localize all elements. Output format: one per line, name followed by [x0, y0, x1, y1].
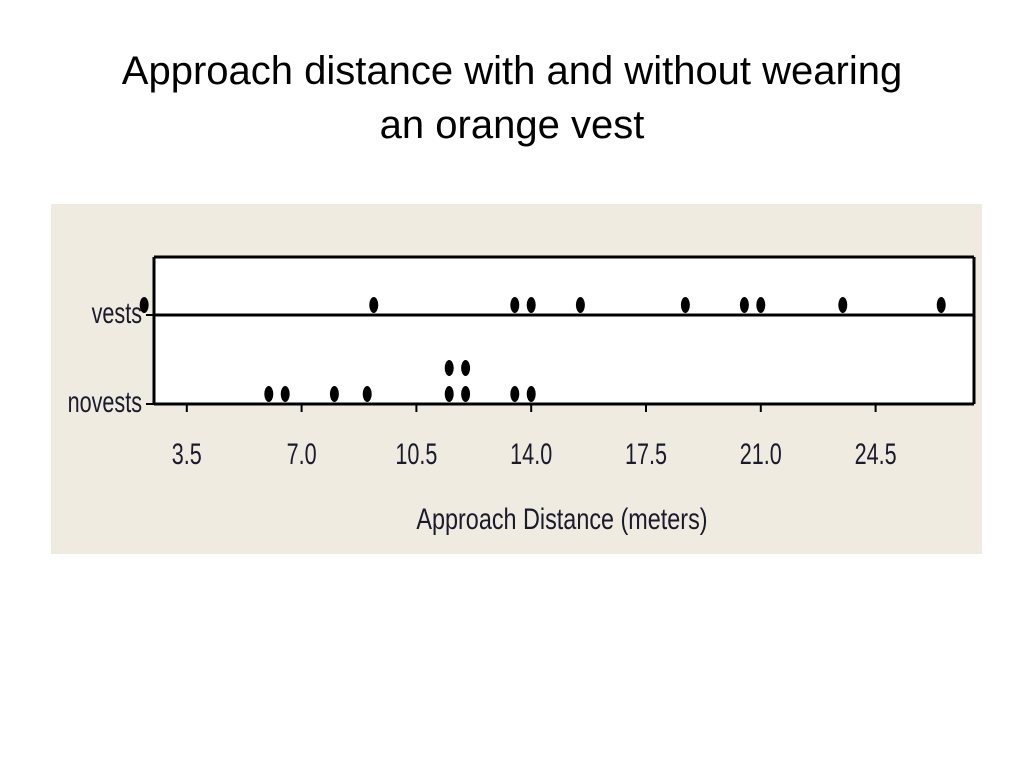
- data-point: [280, 386, 290, 402]
- data-point: [444, 386, 454, 402]
- data-point: [444, 360, 454, 376]
- dot-layer: [139, 297, 946, 402]
- plot-area: [154, 257, 974, 404]
- data-point: [510, 386, 520, 402]
- x-axis-ticks: 3.5 7.0 10.5 14.0 17.5 21.0 24.5: [172, 404, 897, 471]
- data-point: [329, 386, 339, 402]
- data-point: [739, 297, 749, 313]
- x-axis-label: Approach Distance (meters): [416, 502, 707, 535]
- data-point: [139, 297, 149, 313]
- data-point: [510, 297, 520, 313]
- x-tick-label: 10.5: [395, 436, 437, 470]
- data-point: [575, 297, 585, 313]
- x-tick-label: 7.0: [287, 436, 317, 470]
- data-point: [526, 297, 536, 313]
- x-tick-label: 3.5: [172, 436, 202, 470]
- data-point: [680, 297, 690, 313]
- data-point: [461, 386, 471, 402]
- dotplot-chart: vests novests 3.5 7.0 10.5 14.0 17.5 21.0 24.5 …: [51, 204, 982, 554]
- data-point: [362, 386, 372, 402]
- data-point: [756, 297, 766, 313]
- category-axis: vests novests: [68, 295, 154, 419]
- data-point: [526, 386, 536, 402]
- x-tick-label: 14.0: [510, 436, 552, 470]
- category-label: novests: [68, 384, 142, 418]
- x-tick-label: 21.0: [740, 436, 782, 470]
- category-label: vests: [92, 295, 142, 329]
- slide-title-line-2: an orange vest: [379, 103, 645, 147]
- x-tick-label: 24.5: [855, 436, 897, 470]
- data-point: [936, 297, 946, 313]
- data-point: [461, 360, 471, 376]
- data-point: [838, 297, 848, 313]
- slide-title: Approach distance with and without weari…: [40, 44, 984, 152]
- x-tick-label: 17.5: [625, 436, 667, 470]
- data-point: [264, 386, 274, 402]
- data-point: [369, 297, 379, 313]
- slide-title-line-1: Approach distance with and without weari…: [121, 49, 903, 93]
